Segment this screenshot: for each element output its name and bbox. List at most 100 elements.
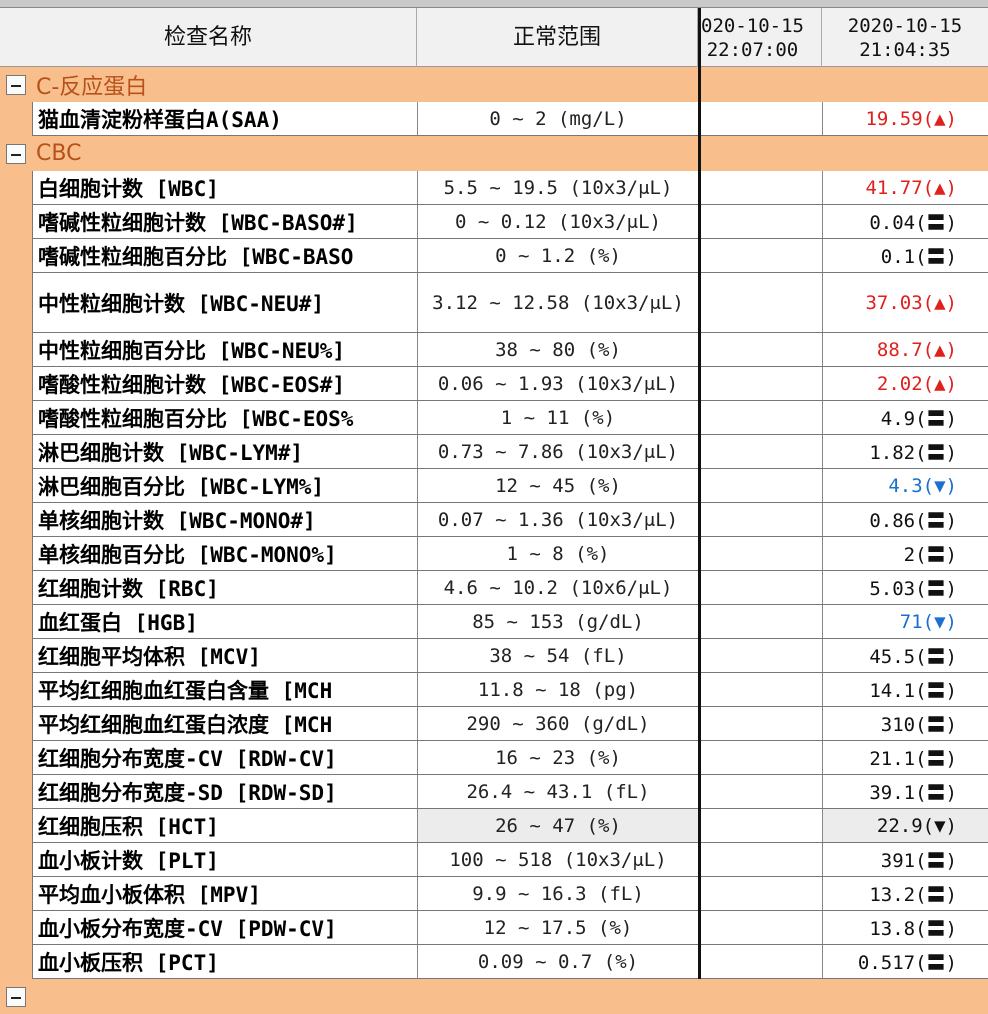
test-name: 单核细胞百分比 [WBC-MONO%] xyxy=(33,537,418,570)
table-row[interactable]: 平均红细胞血红蛋白含量 [MCH 11.8 ~ 18 (pg) 14.1(〓) xyxy=(32,673,988,707)
result-value: 37.03(▲) xyxy=(865,291,957,314)
result-date-1 xyxy=(699,945,823,978)
test-name: 嗜碱性粒细胞计数 [WBC-BASO#] xyxy=(33,205,418,238)
result-value: 310(〓) xyxy=(880,714,957,736)
table-row[interactable]: 红细胞分布宽度-CV [RDW-CV] 16 ~ 23 (%) 21.1(〓) xyxy=(32,741,988,775)
result-date-1 xyxy=(699,639,823,672)
result-value: 5.03(〓) xyxy=(869,578,957,600)
table-row[interactable]: 淋巴细胞计数 [WBC-LYM#] 0.73 ~ 7.86 (10x3/μL) 1.… xyxy=(32,435,988,469)
table-row[interactable]: 血小板计数 [PLT] 100 ~ 518 (10x3/μL) 391(〓) xyxy=(32,843,988,877)
result-date-1 xyxy=(699,367,823,400)
table-row[interactable]: 单核细胞计数 [WBC-MONO#] 0.07 ~ 1.36 (10x3/μL) 0… xyxy=(32,503,988,537)
table-row[interactable]: 中性粒细胞百分比 [WBC-NEU%] 38 ~ 80 (%) 88.7(▲) xyxy=(32,333,988,367)
result-value: 2(〓) xyxy=(903,544,957,566)
result-date-1 xyxy=(699,911,823,944)
table-row[interactable]: 猫血清淀粉样蛋白A(SAA) 0 ~ 2 (mg/L) 19.59(▲) xyxy=(32,102,988,136)
header-normal-range[interactable]: 正常范围 xyxy=(417,8,698,67)
table-row[interactable]: 嗜酸性粒细胞百分比 [WBC-EOS% 1 ~ 11 (%) 4.9(〓) xyxy=(32,401,988,435)
test-name: 平均血小板体积 [MPV] xyxy=(33,877,418,910)
test-name: 血小板分布宽度-CV [PDW-CV] xyxy=(33,911,418,944)
group-row-next[interactable] xyxy=(0,979,988,1014)
result-value: 22.9(▼) xyxy=(823,809,988,842)
collapse-toggle-icon[interactable] xyxy=(6,74,26,95)
normal-range: 3.12 ~ 12.58 (10x3/μL) xyxy=(418,273,699,332)
result-date-1 xyxy=(699,333,823,366)
test-name: 平均红细胞血红蛋白含量 [MCH xyxy=(33,673,418,706)
test-name: 嗜酸性粒细胞百分比 [WBC-EOS% xyxy=(33,401,418,434)
table-row[interactable]: 单核细胞百分比 [WBC-MONO%] 1 ~ 8 (%) 2(〓) xyxy=(32,537,988,571)
result-value: 13.2(〓) xyxy=(869,884,957,906)
table-row[interactable]: 血小板分布宽度-CV [PDW-CV] 12 ~ 17.5 (%) 13.8(〓) xyxy=(32,911,988,945)
table-row[interactable]: 中性粒细胞计数 [WBC-NEU#] 3.12 ~ 12.58 (10x3/μL)… xyxy=(32,273,988,333)
normal-range: 12 ~ 17.5 (%) xyxy=(418,911,699,944)
test-name: 红细胞平均体积 [MCV] xyxy=(33,639,418,672)
result-value: 39.1(〓) xyxy=(869,782,957,804)
result-date-1 xyxy=(699,273,823,332)
normal-range: 0 ~ 2 (mg/L) xyxy=(418,102,699,135)
group-row[interactable]: C-反应蛋白 xyxy=(0,67,988,102)
result-value: 4.9(〓) xyxy=(880,408,957,430)
result-date-1 xyxy=(699,843,823,876)
table-row[interactable]: 平均血小板体积 [MPV] 9.9 ~ 16.3 (fL) 13.2(〓) xyxy=(32,877,988,911)
result-date-1 xyxy=(699,571,823,604)
result-date-1 xyxy=(699,102,823,135)
group-row[interactable]: CBC xyxy=(0,136,988,171)
normal-range: 100 ~ 518 (10x3/μL) xyxy=(418,843,699,876)
normal-range: 16 ~ 23 (%) xyxy=(418,741,699,774)
result-value: 19.59(▲) xyxy=(865,107,957,130)
table-row[interactable]: 红细胞压积 [HCT] 26 ~ 47 (%) 22.9(▼) xyxy=(32,809,988,843)
result-value: 41.77(▲) xyxy=(865,176,957,199)
table-row[interactable]: 嗜酸性粒细胞计数 [WBC-EOS#] 0.06 ~ 1.93 (10x3/μL)… xyxy=(32,367,988,401)
result-date-1 xyxy=(699,707,823,740)
result-value: 21.1(〓) xyxy=(869,748,957,770)
table-row[interactable]: 红细胞计数 [RBC] 4.6 ~ 10.2 (10x6/μL) 5.03(〓) xyxy=(32,571,988,605)
result-date-1 xyxy=(699,809,823,842)
result-date-1 xyxy=(699,537,823,570)
result-date-1 xyxy=(699,239,823,272)
window-top-bar xyxy=(0,0,988,8)
result-value: 1.82(〓) xyxy=(869,442,957,464)
result-value: 14.1(〓) xyxy=(869,680,957,702)
test-name: 平均红细胞血红蛋白浓度 [MCH xyxy=(33,707,418,740)
collapse-toggle-icon[interactable] xyxy=(6,143,26,164)
table-row[interactable]: 红细胞分布宽度-SD [RDW-SD] 26.4 ~ 43.1 (fL) 39.1(… xyxy=(32,775,988,809)
table-row[interactable]: 血红蛋白 [HGB] 85 ~ 153 (g/dL) 71(▼) xyxy=(32,605,988,639)
test-name: 淋巴细胞计数 [WBC-LYM#] xyxy=(33,435,418,468)
result-value: 4.3(▼) xyxy=(888,474,957,497)
table-row[interactable]: 红细胞平均体积 [MCV] 38 ~ 54 (fL) 45.5(〓) xyxy=(32,639,988,673)
normal-range: 0 ~ 1.2 (%) xyxy=(418,239,699,272)
normal-range: 4.6 ~ 10.2 (10x6/μL) xyxy=(418,571,699,604)
normal-range: 26 ~ 47 (%) xyxy=(418,809,699,842)
table-row[interactable]: 嗜碱性粒细胞计数 [WBC-BASO#] 0 ~ 0.12 (10x3/μL) 0.… xyxy=(32,205,988,239)
table-row[interactable]: 嗜碱性粒细胞百分比 [WBC-BASO 0 ~ 1.2 (%) 0.1(〓) xyxy=(32,239,988,273)
header-date-1[interactable]: 020-10-15 22:07:00 xyxy=(701,8,822,67)
normal-range: 1 ~ 11 (%) xyxy=(418,401,699,434)
table-row[interactable]: 平均红细胞血红蛋白浓度 [MCH 290 ~ 360 (g/dL) 310(〓) xyxy=(32,707,988,741)
result-date-1 xyxy=(699,877,823,910)
test-name: 嗜酸性粒细胞计数 [WBC-EOS#] xyxy=(33,367,418,400)
frozen-column-divider[interactable] xyxy=(698,8,701,979)
test-name: 血红蛋白 [HGB] xyxy=(33,605,418,638)
table-row[interactable]: 淋巴细胞百分比 [WBC-LYM%] 12 ~ 45 (%) 4.3(▼) xyxy=(32,469,988,503)
normal-range: 26.4 ~ 43.1 (fL) xyxy=(418,775,699,808)
header-date-2[interactable]: 2020-10-15 21:04:35 xyxy=(847,14,963,61)
result-date-1 xyxy=(699,401,823,434)
header-test-name[interactable]: 检查名称 xyxy=(0,8,417,67)
normal-range: 0.09 ~ 0.7 (%) xyxy=(418,945,699,978)
result-value: 391(〓) xyxy=(880,850,957,872)
test-name: 红细胞压积 [HCT] xyxy=(33,809,418,842)
test-name: 白细胞计数 [WBC] xyxy=(33,171,418,204)
normal-range: 9.9 ~ 16.3 (fL) xyxy=(418,877,699,910)
table-row[interactable]: 白细胞计数 [WBC] 5.5 ~ 19.5 (10x3/μL) 41.77(▲) xyxy=(32,171,988,205)
test-name: 红细胞分布宽度-SD [RDW-SD] xyxy=(33,775,418,808)
table-row[interactable]: 血小板压积 [PCT] 0.09 ~ 0.7 (%) 0.517(〓) xyxy=(32,945,988,979)
result-date-1 xyxy=(699,469,823,502)
normal-range: 0.06 ~ 1.93 (10x3/μL) xyxy=(418,367,699,400)
normal-range: 5.5 ~ 19.5 (10x3/μL) xyxy=(418,171,699,204)
test-name: 红细胞计数 [RBC] xyxy=(33,571,418,604)
test-name: 单核细胞计数 [WBC-MONO#] xyxy=(33,503,418,536)
normal-range: 1 ~ 8 (%) xyxy=(418,537,699,570)
normal-range: 38 ~ 54 (fL) xyxy=(418,639,699,672)
test-name: 淋巴细胞百分比 [WBC-LYM%] xyxy=(33,469,418,502)
result-value: 2.02(▲) xyxy=(876,372,957,395)
